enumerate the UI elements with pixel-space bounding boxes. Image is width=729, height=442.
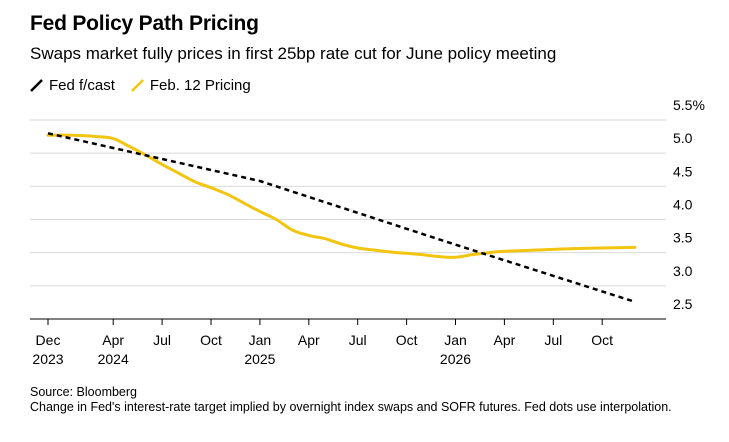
x-tick-year-label-0: 2023 <box>32 351 63 367</box>
chart-legend: Fed f/cast Feb. 12 Pricing <box>30 75 267 95</box>
chart-title: Fed Policy Path Pricing <box>30 12 259 35</box>
x-tick-label-10: Jul <box>544 332 562 348</box>
x-tick-year-label-8: 2026 <box>440 351 471 367</box>
x-tick-label-4: Jan <box>249 332 272 348</box>
legend-swatch-fed-forecast <box>30 78 43 92</box>
x-tick-year-label-1: 2024 <box>98 351 129 367</box>
x-tick-label-9: Apr <box>494 332 516 348</box>
chart-subtitle: Swaps market fully prices in first 25bp … <box>30 44 557 63</box>
legend-label-feb-12-pricing: Feb. 12 Pricing <box>149 76 251 94</box>
x-tick-label-11: Oct <box>591 332 613 348</box>
x-tick-label-0: Dec <box>36 332 61 348</box>
x-tick-year-label-4: 2025 <box>244 351 275 367</box>
chart-footer: Source: Bloomberg Change in Fed's intere… <box>30 385 710 415</box>
legend-swatch-feb-12-pricing <box>130 78 144 92</box>
x-tick-label-7: Oct <box>396 332 418 348</box>
y-tick-label-6: 2.5 <box>673 296 693 312</box>
legend-item-feb-12-pricing: Feb. 12 Pricing <box>130 76 251 94</box>
legend-label-fed-forecast: Fed f/cast <box>49 76 115 94</box>
y-tick-label-2: 4.5 <box>673 163 693 179</box>
x-tick-label-2: Jul <box>153 332 171 348</box>
y-tick-label-1: 5.0 <box>673 130 693 146</box>
x-tick-label-8: Jan <box>444 332 467 348</box>
x-tick-label-1: Apr <box>102 332 124 348</box>
x-tick-label-5: Apr <box>298 332 320 348</box>
source-note: Source: Bloomberg <box>30 385 138 399</box>
x-tick-label-6: Jul <box>349 332 367 348</box>
methodology-note: Change in Fed's interest-rate target imp… <box>30 400 672 414</box>
y-tick-label-3: 4.0 <box>673 197 693 213</box>
x-tick-label-3: Oct <box>200 332 222 348</box>
y-tick-label-5: 3.0 <box>673 263 693 279</box>
y-tick-label-0: 5.5% <box>673 97 705 113</box>
y-tick-label-4: 3.5 <box>673 230 693 246</box>
series-line-fed-f-cast <box>47 132 636 303</box>
legend-item-fed-forecast: Fed f/cast <box>30 77 115 94</box>
